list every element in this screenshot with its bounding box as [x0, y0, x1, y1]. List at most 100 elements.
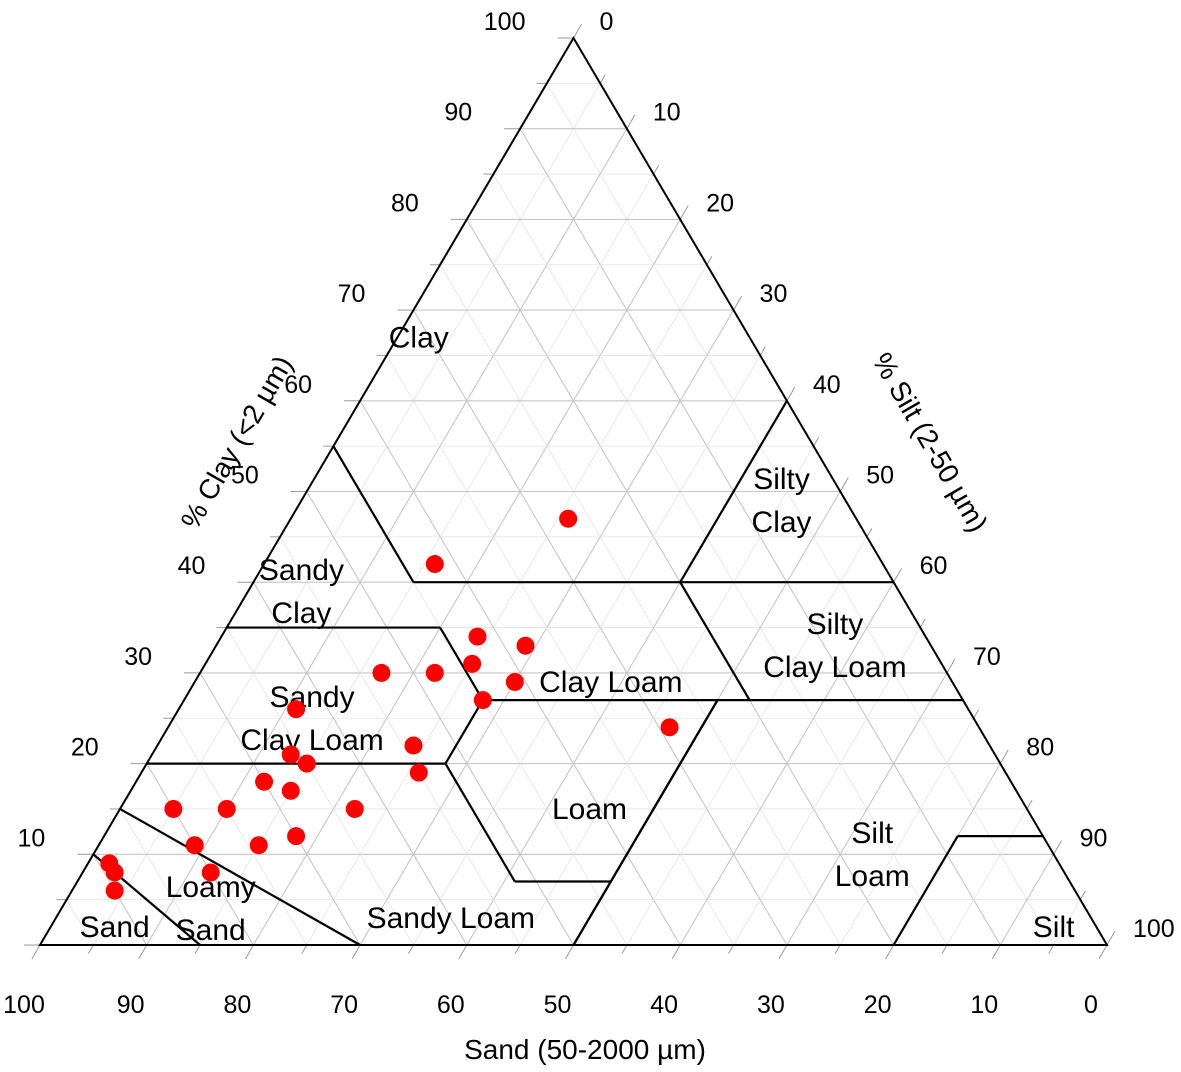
clay-tick-label: 40: [178, 552, 206, 580]
region-label-sandy-clay: Clay: [271, 597, 331, 630]
tick-mark: [1098, 944, 1108, 960]
sample-point: [404, 736, 423, 755]
grid-line-minor: [386, 355, 734, 946]
sand-tick-label: 60: [437, 991, 465, 1019]
grid-line-minor: [839, 718, 974, 946]
sample-point: [516, 636, 535, 655]
sample-point: [559, 509, 578, 528]
region-label-silty-clay-loam: Silty: [807, 608, 864, 641]
region-label-clay-loam: Clay Loam: [539, 666, 682, 699]
grid-line: [306, 491, 574, 946]
region-label-clay: Clay: [389, 321, 449, 354]
tick-mark: [573, 23, 582, 39]
class-boundary: [892, 835, 959, 946]
tick-mark: [973, 709, 980, 719]
tick-mark: [351, 944, 361, 960]
tick-mark: [893, 568, 903, 583]
sample-point: [425, 663, 444, 682]
grid-line-minor: [119, 808, 201, 946]
tick-labels: 1009080706050403020100010203040506070809…: [3, 8, 1175, 1019]
tick-mark: [599, 74, 606, 84]
sand-tick-label: 100: [3, 991, 45, 1019]
class-boundary: [332, 445, 415, 583]
tick-mark: [813, 437, 820, 447]
grid-line-minor: [226, 627, 414, 946]
tick-mark: [621, 944, 628, 954]
clay-tick-label: 30: [124, 643, 152, 671]
silt-tick-label: 10: [653, 99, 681, 127]
region-label-silty-clay-loam: Clay Loam: [763, 651, 906, 684]
region-label-sandy-clay-loam: Sandy: [270, 681, 355, 714]
grid-line-minor: [546, 83, 1054, 946]
grid-line-minor: [413, 355, 761, 946]
tick-mark: [244, 944, 254, 960]
clay-tick-label: 50: [231, 462, 259, 490]
tick-mark: [728, 944, 734, 954]
tick-mark: [514, 944, 521, 954]
class-boundary: [444, 699, 484, 765]
tick-mark: [839, 477, 849, 492]
class-boundary: [679, 400, 788, 583]
tick-mark: [999, 749, 1009, 764]
sample-point: [105, 881, 124, 900]
sample-point: [217, 799, 236, 818]
tick-mark: [991, 944, 1001, 960]
clay-tick-label: 10: [18, 824, 46, 852]
sample-point: [372, 663, 391, 682]
grid-line: [92, 854, 148, 946]
silt-tick-label: 80: [1026, 734, 1054, 762]
sample-point: [660, 718, 679, 737]
grid-line-minor: [279, 536, 521, 946]
clay-tick-label: 90: [444, 99, 472, 127]
sample-point: [425, 555, 444, 574]
grid-line-minor: [173, 718, 308, 946]
clay-tick-label: 60: [284, 371, 312, 399]
tick-mark: [31, 944, 41, 960]
tick-mark: [885, 944, 895, 960]
sample-point: [468, 627, 487, 646]
region-label-loam: Loam: [552, 793, 627, 826]
silt-tick-label: 70: [973, 643, 1001, 671]
silt-tick-label: 30: [760, 280, 788, 308]
tick-mark: [733, 295, 742, 311]
grid-line-minor: [493, 173, 948, 946]
sample-point: [345, 799, 364, 818]
grid-line-minor: [626, 536, 868, 946]
tick-mark: [1053, 840, 1063, 855]
tick-mark: [706, 255, 713, 266]
sand-tick-label: 50: [544, 991, 572, 1019]
sand-tick-label: 10: [970, 991, 998, 1019]
region-label-silt: Silt: [1033, 911, 1075, 944]
tick-mark: [1079, 890, 1086, 900]
grid-line-minor: [1053, 899, 1081, 946]
tick-mark: [778, 944, 788, 960]
region-label-sandy-loam: Sandy Loam: [367, 902, 535, 935]
tick-mark: [866, 527, 873, 538]
silt-tick-label: 90: [1080, 824, 1108, 852]
region-label-silt-loam: Loam: [835, 860, 910, 893]
sand-tick-label: 40: [650, 991, 678, 1019]
texture-class-labels: Clay Silty Clay Sandy Clay Silty Clay Loam Clay…: [80, 321, 1075, 947]
class-boundary: [119, 807, 361, 946]
tick-mark: [408, 944, 414, 954]
grid-line: [786, 672, 948, 946]
tick-mark: [458, 944, 468, 960]
sample-point: [287, 827, 306, 846]
tick-mark: [301, 944, 308, 954]
sand-tick-label: 0: [1084, 991, 1098, 1019]
clay-tick-label: 70: [338, 280, 366, 308]
tick-mark: [626, 114, 636, 129]
tick-mark: [834, 944, 841, 954]
sample-point: [249, 836, 268, 855]
grid-line: [679, 581, 895, 946]
sample-point: [463, 654, 482, 673]
clay-axis-title: % Clay (<2 µm): [175, 350, 299, 534]
sample-point: [287, 700, 306, 719]
tick-mark: [1048, 944, 1055, 954]
grid-line-minor: [439, 264, 841, 946]
tick-mark: [87, 944, 94, 954]
sand-axis-title: Sand (50-2000 µm): [464, 1034, 706, 1065]
silt-tick-label: 0: [600, 8, 614, 36]
tick-mark: [653, 165, 659, 175]
